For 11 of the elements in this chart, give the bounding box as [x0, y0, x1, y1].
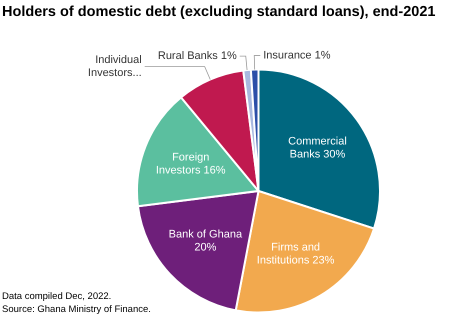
chart-title: Holders of domestic debt (excluding standard loans), end-2021	[2, 4, 436, 20]
source-note: Source: Ghana Ministry of Finance.	[2, 303, 151, 316]
slice-label: Foreign Investors 16%	[156, 152, 226, 177]
text: Data compiled Dec, 2022.	[2, 290, 112, 303]
slice-label: Individual Investors...	[88, 54, 142, 80]
slice-label: Insurance 1%	[263, 50, 331, 62]
slice-label: Bank of Ghana	[168, 228, 243, 240]
slice-label: Commercial Banks 30%	[288, 136, 347, 161]
slice-label: Rural Banks 1%	[158, 50, 237, 62]
data-label: 20%	[194, 241, 217, 254]
slice-label: Firms and Institutions 23%	[256, 241, 335, 266]
